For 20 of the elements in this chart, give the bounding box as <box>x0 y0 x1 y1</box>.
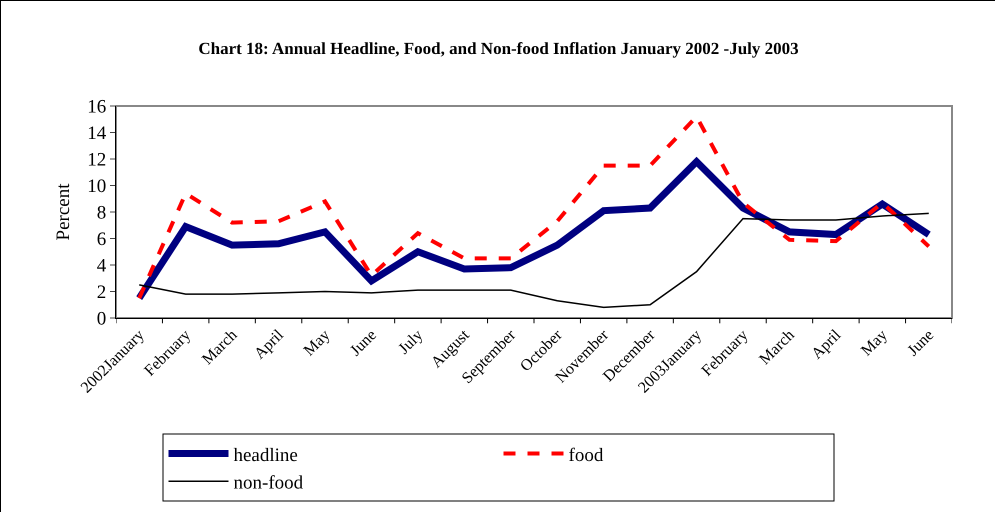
y-tick-label: 16 <box>87 96 106 118</box>
legend-label: food <box>568 444 604 466</box>
y-tick-label: 2 <box>96 282 106 304</box>
x-tick-label: July <box>395 326 426 358</box>
legend-label: non-food <box>234 472 304 494</box>
y-tick-label: 6 <box>96 229 106 250</box>
x-tick-label: May <box>858 326 891 360</box>
legend-label: headline <box>234 444 298 466</box>
x-tick-label: May <box>300 326 334 360</box>
y-axis-title: Percent <box>53 182 74 240</box>
chart-title: Chart 18: Annual Headline, Food, and Non-food Inflation January 2002 -July 2003 <box>198 38 799 58</box>
y-tick-label: 4 <box>96 256 107 277</box>
y-tick-label: 10 <box>87 176 106 198</box>
line-series <box>138 212 930 308</box>
y-tick-label: 12 <box>87 150 106 171</box>
y-tick-label: 0 <box>96 308 106 330</box>
y-tick-label: 8 <box>96 202 106 224</box>
x-tick-label: June <box>904 326 938 360</box>
y-tick-label: 14 <box>87 123 107 144</box>
x-tick-label: June <box>347 326 380 360</box>
